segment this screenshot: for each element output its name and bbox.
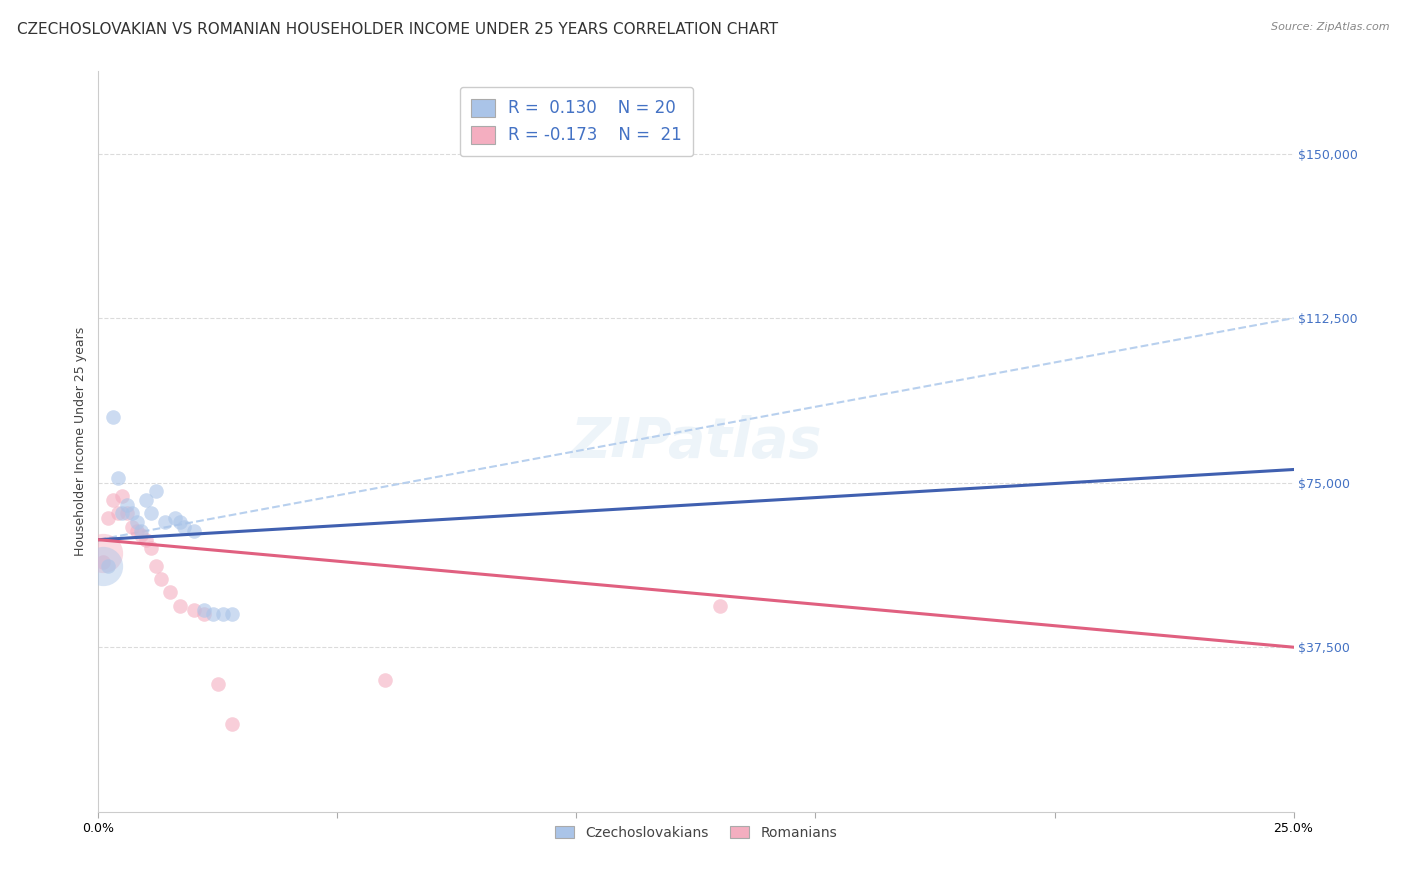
Point [163,510,186,524]
Point [202,607,225,622]
Point [139,507,162,521]
Point [125,515,148,529]
Point [91,559,114,574]
Point [135,493,157,508]
Point [121,519,143,533]
Point [107,471,129,485]
Point [159,585,181,599]
Point [139,541,162,556]
Point [101,409,124,424]
Point [97,559,120,574]
Point [91,546,114,560]
Point [183,524,205,538]
Point [111,507,134,521]
Point [115,507,138,521]
Point [121,507,143,521]
Point [207,677,229,691]
Point [101,493,124,508]
Point [374,673,396,687]
Point [145,484,167,499]
Text: Source: ZipAtlas.com: Source: ZipAtlas.com [1271,22,1389,32]
Legend: Czechoslovakians, Romanians: Czechoslovakians, Romanians [550,821,842,846]
Point [111,489,134,503]
Point [183,603,205,617]
Point [135,533,157,547]
Point [169,515,191,529]
Point [221,607,243,622]
Point [155,515,177,529]
Point [115,498,138,512]
Point [193,603,215,617]
Point [145,559,167,574]
Point [169,599,191,613]
Text: ZIPatlas: ZIPatlas [571,415,821,468]
Point [173,519,195,533]
Point [131,524,153,538]
Text: CZECHOSLOVAKIAN VS ROMANIAN HOUSEHOLDER INCOME UNDER 25 YEARS CORRELATION CHART: CZECHOSLOVAKIAN VS ROMANIAN HOUSEHOLDER … [17,22,778,37]
Point [125,524,148,538]
Point [107,507,129,521]
Point [193,607,215,622]
Point [211,607,233,622]
Point [91,555,114,569]
Point [149,572,172,586]
Point [221,717,243,731]
Point [709,599,731,613]
Point [97,510,120,524]
Y-axis label: Householder Income Under 25 years: Householder Income Under 25 years [75,326,87,557]
Point [131,528,153,542]
